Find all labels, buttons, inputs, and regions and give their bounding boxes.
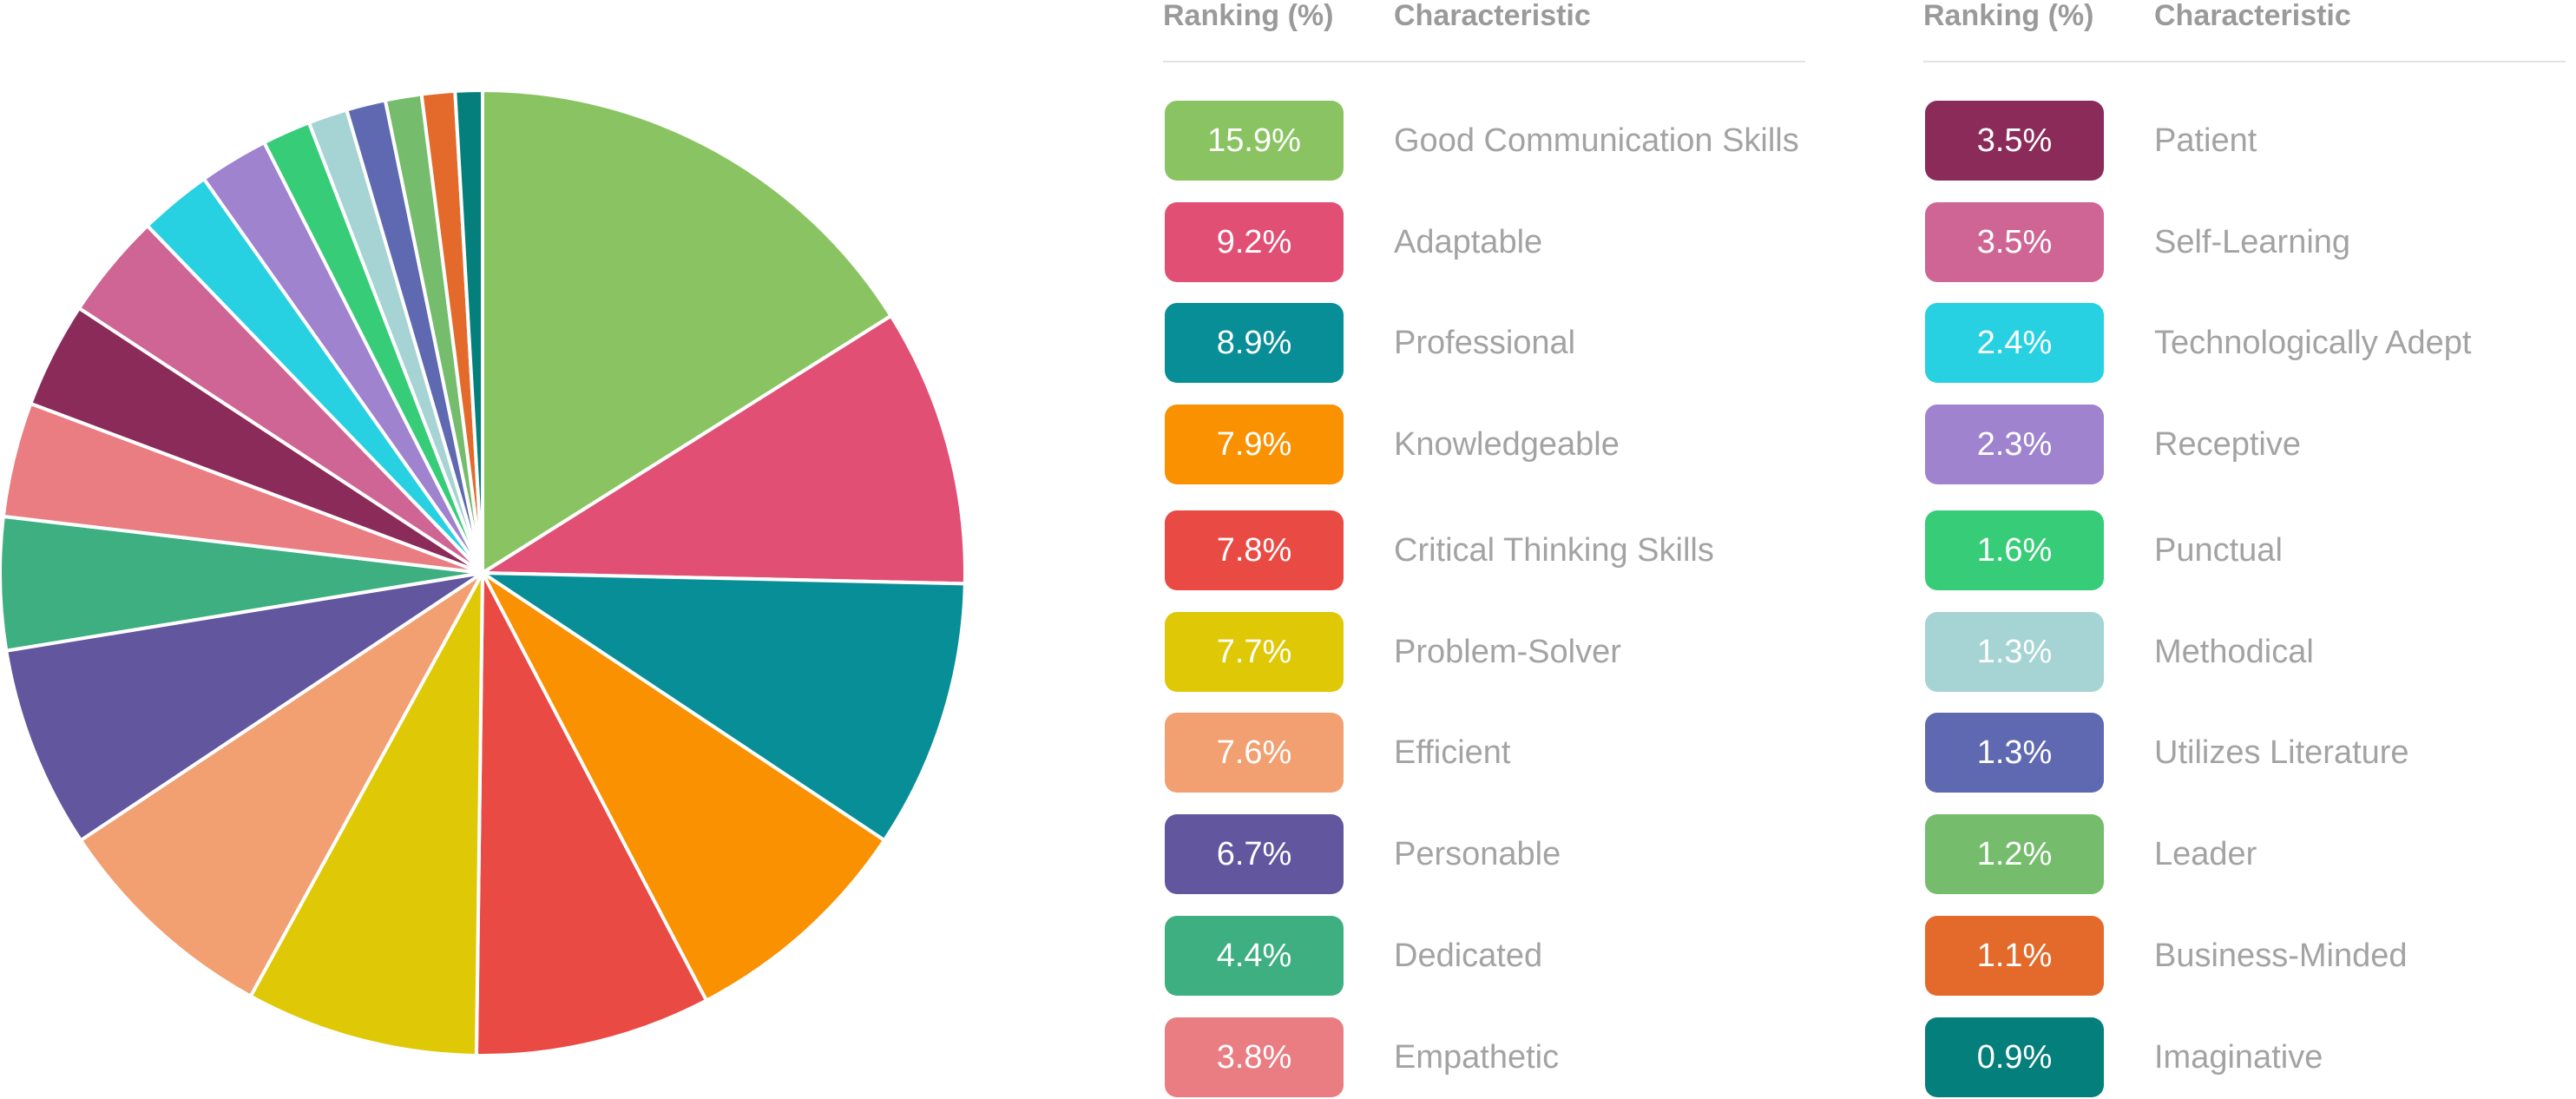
characteristic-label: Self-Learning xyxy=(2154,224,2351,260)
characteristic-label: Professional xyxy=(1394,325,1576,361)
table-row: 9.2% Adaptable xyxy=(1163,202,1805,282)
pie-slice-personable xyxy=(4,571,484,842)
percentage-badge: 7.6% xyxy=(1165,713,1344,793)
characteristic-label: Utilizes Literature xyxy=(2154,734,2409,771)
pie-slice-imaginative xyxy=(453,89,484,575)
pie-slice-critical-thinking-skills xyxy=(474,571,708,1057)
table-row: 7.7% Problem-Solver xyxy=(1163,612,1805,692)
percentage-badge: 1.3% xyxy=(1925,612,2104,692)
percentage-badge: 0.9% xyxy=(1925,1017,2104,1097)
characteristic-column-header: Characteristic xyxy=(1394,0,1591,32)
percentage-badge: 2.4% xyxy=(1925,303,2104,383)
pie-slice-problem-solver xyxy=(248,571,484,1057)
table-row: 2.3% Receptive xyxy=(1923,405,2566,484)
characteristic-label: Critical Thinking Skills xyxy=(1394,532,1714,569)
percentage-badge: 9.2% xyxy=(1165,202,1344,282)
table-row: 1.3% Methodical xyxy=(1923,612,2566,692)
pie-slice-adaptable xyxy=(481,313,967,586)
table-row: 8.9% Professional xyxy=(1163,303,1805,383)
percentage-badge: 2.3% xyxy=(1925,405,2104,484)
characteristic-label: Receptive xyxy=(2154,426,2301,463)
characteristic-label: Problem-Solver xyxy=(1394,634,1621,670)
characteristic-label: Knowledgeable xyxy=(1394,426,1620,463)
characteristic-column-header: Characteristic xyxy=(2154,0,2351,32)
table-row: 7.8% Critical Thinking Skills xyxy=(1163,510,1805,590)
pie-slice-good-communication-skills xyxy=(481,89,893,575)
percentage-badge: 1.1% xyxy=(1925,916,2104,996)
characteristic-label: Technologically Adept xyxy=(2154,325,2472,361)
table-row: 3.8% Empathetic xyxy=(1163,1017,1805,1097)
characteristic-label: Leader xyxy=(2154,836,2257,872)
pie-slice-professional xyxy=(481,571,967,842)
percentage-badge: 7.8% xyxy=(1165,510,1344,590)
table-header: Ranking (%) Characteristic xyxy=(1163,0,1805,63)
percentage-badge: 7.9% xyxy=(1165,405,1344,484)
table-row: 7.6% Efficient xyxy=(1163,713,1805,793)
table-row: 15.9% Good Communication Skills xyxy=(1163,101,1805,181)
ranking-column-header: Ranking (%) xyxy=(1163,0,1334,32)
percentage-badge: 6.7% xyxy=(1165,814,1344,894)
percentage-badge: 3.5% xyxy=(1925,101,2104,181)
percentage-badge: 3.8% xyxy=(1165,1017,1344,1097)
percentage-badge: 3.5% xyxy=(1925,202,2104,282)
table-header: Ranking (%) Characteristic xyxy=(1923,0,2566,63)
pie-chart-svg xyxy=(0,89,967,1057)
table-row: 4.4% Dedicated xyxy=(1163,916,1805,996)
percentage-badge: 1.2% xyxy=(1925,814,2104,894)
characteristic-label: Imaginative xyxy=(2154,1039,2323,1076)
characteristic-label: Personable xyxy=(1394,836,1561,872)
table-row: 1.2% Leader xyxy=(1923,814,2566,894)
table-row: 3.5% Patient xyxy=(1923,101,2566,181)
characteristic-label: Methodical xyxy=(2154,634,2314,670)
characteristic-label: Efficient xyxy=(1394,734,1511,771)
percentage-badge: 15.9% xyxy=(1165,101,1344,181)
table-row: 1.1% Business-Minded xyxy=(1923,916,2566,996)
characteristic-label: Adaptable xyxy=(1394,224,1543,260)
characteristic-label: Patient xyxy=(2154,122,2257,159)
table-row: 2.4% Technologically Adept xyxy=(1923,303,2566,383)
ranking-table-right: Ranking (%) Characteristic 3.5% Patient … xyxy=(1923,0,2566,1097)
characteristic-label: Punctual xyxy=(2154,532,2283,569)
characteristic-label: Dedicated xyxy=(1394,938,1543,974)
characteristic-label: Empathetic xyxy=(1394,1039,1560,1076)
table-row: 6.7% Personable xyxy=(1163,814,1805,894)
table-row: 7.9% Knowledgeable xyxy=(1163,405,1805,484)
percentage-badge: 7.7% xyxy=(1165,612,1344,692)
percentage-badge: 1.6% xyxy=(1925,510,2104,590)
percentage-badge: 4.4% xyxy=(1165,916,1344,996)
percentage-badge: 1.3% xyxy=(1925,713,2104,793)
pie-chart xyxy=(0,85,972,1063)
ranking-column-header: Ranking (%) xyxy=(1923,0,2094,32)
table-row: 3.5% Self-Learning xyxy=(1923,202,2566,282)
table-row: 1.3% Utilizes Literature xyxy=(1923,713,2566,793)
pie-slice-knowledgeable xyxy=(481,571,886,1003)
table-row: 1.6% Punctual xyxy=(1923,510,2566,590)
pie-slice-efficient xyxy=(79,571,484,998)
ranking-table-left: Ranking (%) Characteristic 15.9% Good Co… xyxy=(1163,0,1805,1097)
table-row: 0.9% Imaginative xyxy=(1923,1017,2566,1097)
characteristic-label: Good Communication Skills xyxy=(1394,122,1799,159)
characteristic-label: Business-Minded xyxy=(2154,938,2408,974)
percentage-badge: 8.9% xyxy=(1165,303,1344,383)
